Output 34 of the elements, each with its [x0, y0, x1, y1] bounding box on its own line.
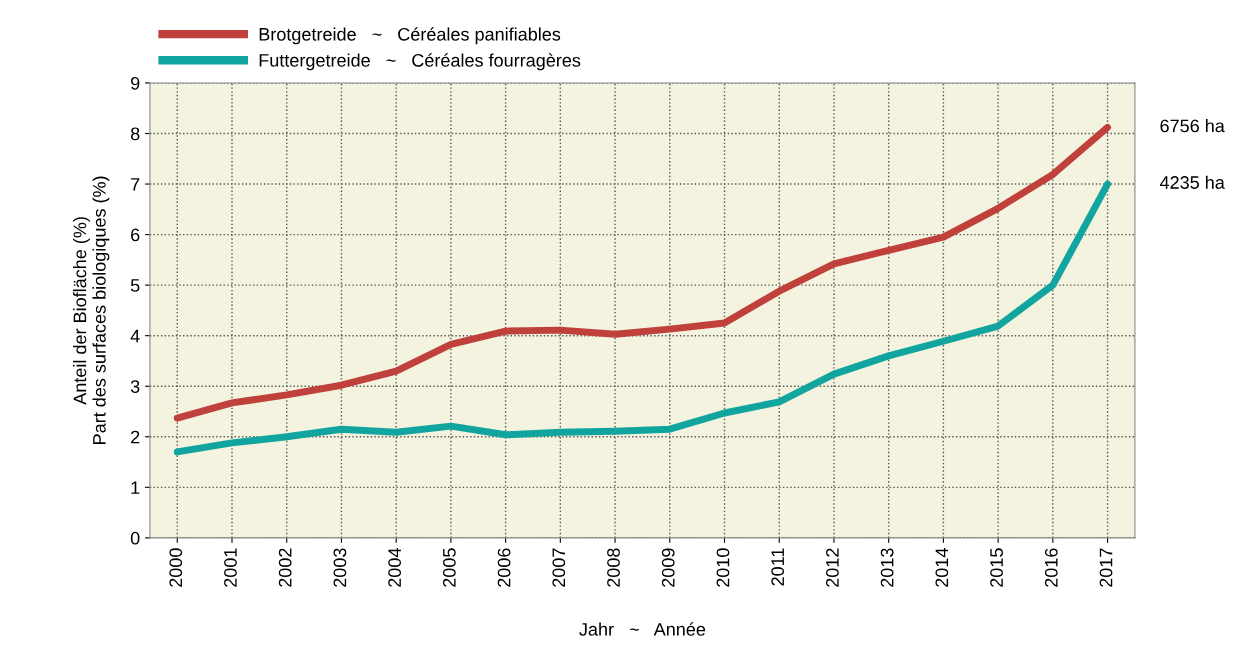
y-tick-label: 5 — [130, 279, 140, 292]
x-tick-label: 2001 — [224, 548, 237, 587]
y-tick-label: 4 — [130, 329, 140, 343]
text: 6756 ha — [1160, 119, 1225, 133]
x-tick-label: 2014 — [935, 548, 949, 587]
x-tick-label: 2003 — [333, 548, 347, 587]
x-tick-label: 2016 — [1044, 548, 1058, 587]
y-axis-title: Anteil der Biofläche (%) Part des surfaces biologiques (%) — [73, 176, 110, 444]
y-tick-label: 7 — [131, 178, 140, 191]
x-tick-label: 2013 — [880, 548, 894, 587]
x-tick-label: 2009 — [661, 548, 675, 587]
x-tick-label: 2002 — [278, 548, 292, 587]
x-tick-label: 2000 — [169, 548, 183, 587]
x-tick-label: 2004 — [388, 548, 402, 587]
x-tick-label: 2008 — [607, 548, 620, 587]
x-tick-label: 2011 — [771, 548, 785, 586]
legend-label: Futtergetreide ~ Céréales fourragères — [259, 53, 581, 71]
x-axis-title: Jahr ~ Année — [579, 622, 706, 636]
x-tick-label: 2015 — [990, 548, 1003, 587]
y-tick-label: 8 — [130, 127, 140, 141]
x-tick-label: 2017 — [1099, 548, 1113, 587]
x-tick-label: 2005 — [442, 548, 456, 587]
y-tick-label: 3 — [130, 380, 140, 393]
x-tick-label: 2006 — [497, 548, 511, 587]
x-tick-label: 2012 — [826, 548, 839, 587]
text: 4235 ha — [1159, 175, 1225, 189]
y-tick-label: 9 — [131, 76, 140, 90]
legend-label: Brotgetreide ~ Céréales panifiables — [259, 27, 561, 45]
y-tick-label: 0 — [130, 531, 140, 545]
y-tick-label: 6 — [131, 228, 140, 242]
x-tick-label: 2007 — [552, 548, 566, 587]
y-tick-label: 2 — [131, 430, 140, 444]
y-tick-label: 1 — [131, 481, 140, 494]
x-tick-label: 2010 — [716, 548, 730, 587]
